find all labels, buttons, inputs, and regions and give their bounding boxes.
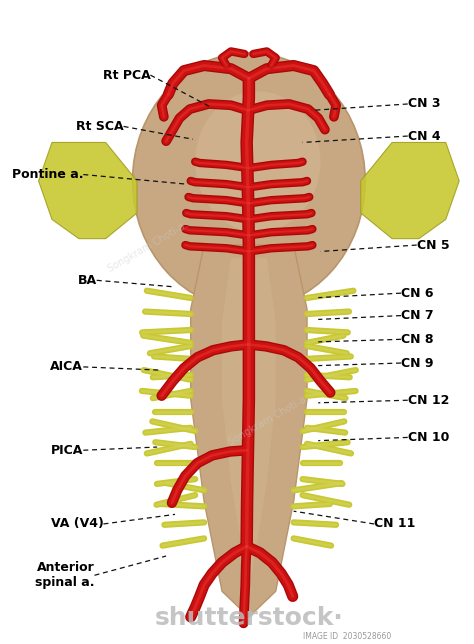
- Text: CN 3: CN 3: [408, 97, 440, 111]
- Text: Pontine a.: Pontine a.: [12, 168, 83, 181]
- Text: Anterior
spinal a.: Anterior spinal a.: [35, 562, 94, 589]
- Text: CN 12: CN 12: [408, 393, 449, 407]
- Ellipse shape: [133, 53, 365, 309]
- Text: CN 6: CN 6: [401, 287, 434, 299]
- Text: CN 5: CN 5: [417, 238, 449, 252]
- Text: shutterstock·: shutterstock·: [155, 606, 343, 630]
- Text: Songkram Choti-a...: Songkram Choti-a...: [106, 216, 195, 274]
- Polygon shape: [191, 245, 307, 617]
- Polygon shape: [222, 258, 276, 591]
- Text: CN 11: CN 11: [374, 518, 416, 531]
- Text: Rt SCA: Rt SCA: [76, 120, 124, 133]
- Text: PICA: PICA: [51, 444, 83, 457]
- Text: AICA: AICA: [50, 361, 83, 374]
- Text: Rt PCA: Rt PCA: [103, 69, 150, 82]
- Text: CN 8: CN 8: [401, 333, 434, 346]
- Text: CN 4: CN 4: [408, 129, 440, 142]
- Text: CN 9: CN 9: [401, 357, 434, 370]
- Text: IMAGE ID  2030528660: IMAGE ID 2030528660: [303, 632, 392, 641]
- Polygon shape: [361, 142, 459, 239]
- Text: Songkram Choti-a...: Songkram Choti-a...: [227, 390, 316, 447]
- Polygon shape: [38, 142, 137, 239]
- Ellipse shape: [195, 91, 320, 232]
- Text: CN 7: CN 7: [401, 309, 434, 322]
- Text: VA (V4): VA (V4): [51, 518, 103, 531]
- Text: BA: BA: [78, 274, 97, 287]
- Text: CN 10: CN 10: [408, 431, 449, 444]
